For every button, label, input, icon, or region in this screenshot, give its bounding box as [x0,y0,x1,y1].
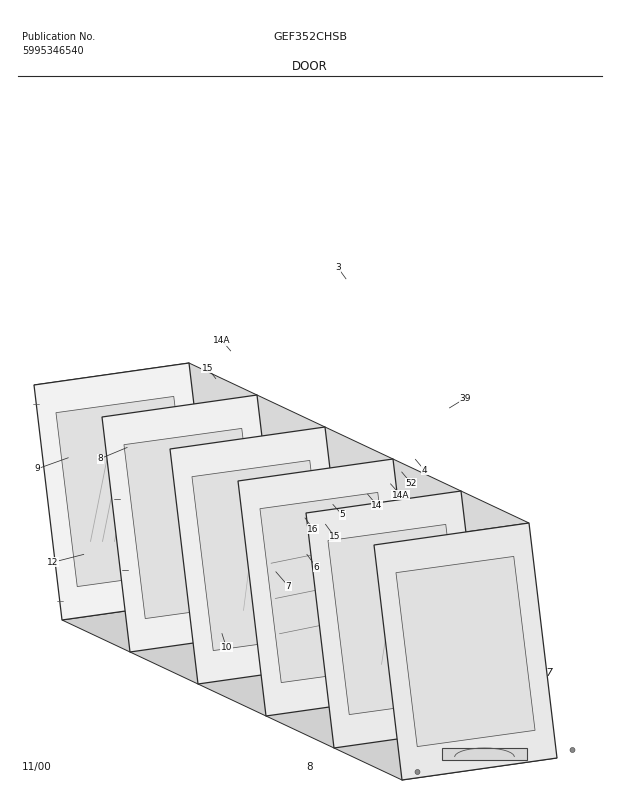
Polygon shape [34,363,217,620]
Text: 52: 52 [405,478,417,488]
Text: 8: 8 [97,454,104,463]
Text: 14A: 14A [392,490,409,500]
Text: 9: 9 [34,464,40,474]
Text: 39: 39 [459,394,471,403]
Text: 3: 3 [335,263,341,272]
Text: 7: 7 [285,581,291,591]
Text: 11/00: 11/00 [22,762,51,772]
Polygon shape [260,493,399,683]
Polygon shape [396,557,535,747]
Text: GEF352CHSB: GEF352CHSB [273,32,347,42]
Text: 10: 10 [221,642,232,652]
Polygon shape [56,397,195,587]
Text: 5995346540: 5995346540 [22,46,84,56]
Text: DOOR: DOOR [292,60,328,73]
Polygon shape [170,427,353,684]
Text: 8: 8 [307,762,313,772]
Circle shape [570,748,575,752]
Polygon shape [238,459,421,716]
Polygon shape [34,363,529,545]
Polygon shape [328,524,467,714]
Circle shape [415,770,420,775]
Polygon shape [62,598,557,780]
Text: 15: 15 [329,532,340,542]
Text: P20D0047: P20D0047 [500,668,554,678]
Polygon shape [124,428,263,619]
Polygon shape [102,395,285,652]
Text: Publication No.: Publication No. [22,32,95,42]
Text: 14A: 14A [213,336,231,345]
Text: 4: 4 [422,466,428,475]
Text: 14: 14 [371,501,383,510]
Text: 6: 6 [313,562,319,572]
Text: 15: 15 [202,364,213,373]
Polygon shape [192,460,331,650]
Polygon shape [374,523,557,780]
Text: 12: 12 [47,558,58,567]
Polygon shape [306,491,489,748]
Text: 16: 16 [308,524,319,534]
Text: 5: 5 [339,510,345,520]
Polygon shape [442,748,527,760]
